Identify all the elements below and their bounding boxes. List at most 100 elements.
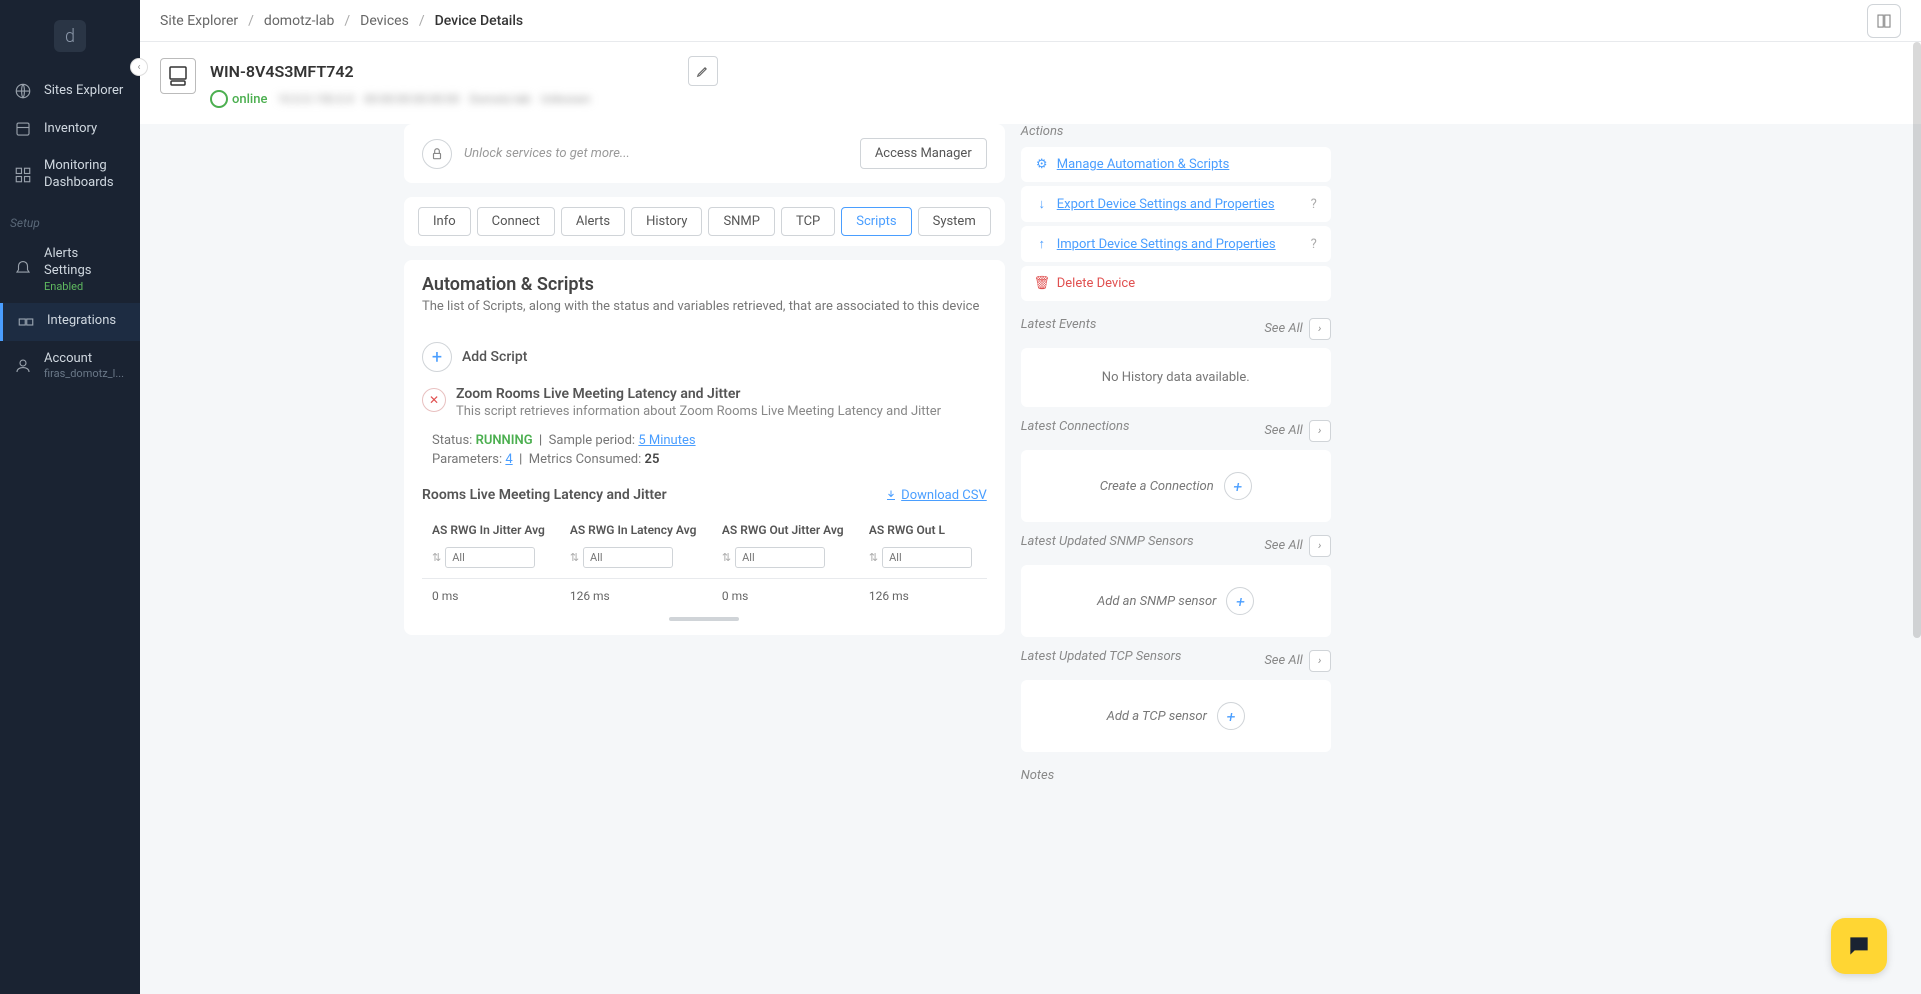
tcp-body[interactable]: Add a TCP sensor +: [1021, 680, 1331, 752]
device-name: WIN-8V4S3MFT742: [210, 62, 354, 81]
logo[interactable]: d: [54, 20, 86, 52]
sort-icon[interactable]: ⇅: [869, 551, 878, 564]
action-import-settings[interactable]: ↑ Import Device Settings and Properties …: [1021, 226, 1331, 262]
see-all-events[interactable]: See All ›: [1264, 318, 1330, 340]
breadcrumb-item[interactable]: Devices: [360, 13, 409, 29]
add-tcp-plus-icon[interactable]: +: [1217, 702, 1245, 730]
dashboard-icon: [14, 166, 32, 184]
status-badge: online: [210, 90, 267, 108]
bell-icon: [14, 260, 32, 278]
help-icon[interactable]: ?: [1311, 237, 1317, 252]
script-desc: This script retrieves information about …: [456, 404, 941, 419]
sidebar-label: Integrations: [47, 313, 116, 330]
tab-tcp[interactable]: TCP: [781, 207, 835, 236]
device-vendor: Unknown: [541, 92, 591, 106]
table-row: 0 ms 126 ms 0 ms 126 ms: [422, 579, 987, 614]
chevron-right-icon: ›: [1309, 318, 1331, 340]
left-column: Unlock services to get more... Access Ma…: [404, 124, 1005, 974]
setup-section-label: Setup: [0, 202, 140, 236]
create-connection-plus-icon[interactable]: +: [1224, 472, 1252, 500]
sidebar-item-monitoring[interactable]: Monitoring Dashboards: [0, 148, 140, 202]
horizontal-scrollbar[interactable]: [669, 617, 739, 621]
user-icon: [14, 357, 32, 375]
access-manager-button[interactable]: Access Manager: [860, 138, 987, 169]
edit-device-button[interactable]: [688, 56, 718, 86]
data-section-title: Rooms Live Meeting Latency and Jitter: [422, 487, 667, 503]
actions-section: Actions ⚙ Manage Automation & Scripts ↓ …: [1021, 124, 1331, 305]
breadcrumb-separator: /: [248, 13, 254, 29]
vertical-scrollbar[interactable]: [1913, 42, 1921, 638]
see-all-snmp[interactable]: See All ›: [1264, 535, 1330, 557]
sidebar-item-inventory[interactable]: Inventory: [0, 110, 140, 148]
action-delete-device[interactable]: 🗑 Delete Device: [1021, 266, 1331, 301]
table-cell: 0 ms: [712, 579, 859, 614]
add-script-plus-icon[interactable]: +: [422, 342, 452, 372]
events-body: No History data available.: [1021, 348, 1331, 407]
action-export-settings[interactable]: ↓ Export Device Settings and Properties …: [1021, 186, 1331, 222]
table-header[interactable]: AS RWG Out Jitter Avg: [712, 515, 859, 543]
connections-section: Latest Connections See All › Create a Co…: [1021, 419, 1331, 522]
see-all-tcp[interactable]: See All ›: [1264, 650, 1330, 672]
table-cell: 126 ms: [560, 579, 712, 614]
filter-input[interactable]: [882, 547, 972, 568]
breadcrumb-separator: /: [419, 13, 425, 29]
device-site: Domotz-lab: [469, 92, 530, 106]
section-desc: The list of Scripts, along with the stat…: [422, 299, 987, 314]
sample-period-link[interactable]: 5 Minutes: [638, 433, 695, 448]
add-script-row[interactable]: + Add Script: [422, 328, 987, 372]
main-content: Site Explorer / domotz-lab / Devices / D…: [140, 0, 1921, 994]
breadcrumb-item[interactable]: domotz-lab: [264, 13, 334, 29]
tab-scripts[interactable]: Scripts: [841, 207, 911, 236]
filter-input[interactable]: [735, 547, 825, 568]
script-card: ✕ Zoom Rooms Live Meeting Latency and Ji…: [422, 386, 987, 621]
add-script-label: Add Script: [462, 349, 527, 365]
see-all-connections[interactable]: See All ›: [1264, 420, 1330, 442]
gear-icon: ⚙: [1035, 157, 1049, 172]
table-header[interactable]: AS RWG Out L: [859, 515, 987, 543]
remove-script-button[interactable]: ✕: [422, 388, 446, 412]
sidebar-item-account[interactable]: Account firas_domotz_l...: [0, 341, 140, 391]
events-section: Latest Events See All › No History data …: [1021, 317, 1331, 407]
sidebar-label: Inventory: [44, 121, 97, 138]
download-csv-link[interactable]: Download CSV: [885, 488, 987, 503]
sidebar-item-sites-explorer[interactable]: Sites Explorer: [0, 72, 140, 110]
sort-icon[interactable]: ⇅: [432, 551, 441, 564]
table-cell: 0 ms: [422, 579, 560, 614]
filter-input[interactable]: [445, 547, 535, 568]
sort-icon[interactable]: ⇅: [722, 551, 731, 564]
inventory-icon: [14, 120, 32, 138]
filter-input[interactable]: [583, 547, 673, 568]
script-title: Zoom Rooms Live Meeting Latency and Jitt…: [456, 386, 941, 402]
content-area: Unlock services to get more... Access Ma…: [140, 124, 1921, 994]
connections-body[interactable]: Create a Connection +: [1021, 450, 1331, 522]
tab-history[interactable]: History: [631, 207, 702, 236]
tab-alerts[interactable]: Alerts: [561, 207, 625, 236]
help-icon[interactable]: ?: [1311, 197, 1317, 212]
sidebar-item-alerts-settings[interactable]: Alerts Settings Enabled: [0, 236, 140, 303]
chevron-right-icon: ›: [1309, 420, 1331, 442]
chevron-right-icon: ›: [1309, 650, 1331, 672]
breadcrumb-item[interactable]: Site Explorer: [160, 13, 238, 29]
tab-snmp[interactable]: SNMP: [708, 207, 775, 236]
table-header[interactable]: AS RWG In Latency Avg: [560, 515, 712, 543]
chevron-right-icon: ›: [1309, 535, 1331, 557]
add-snmp-plus-icon[interactable]: +: [1226, 587, 1254, 615]
download-icon: ↓: [1035, 196, 1049, 212]
download-icon: [885, 489, 897, 501]
chat-fab-button[interactable]: [1831, 918, 1887, 974]
sidebar-sublabel: firas_domotz_l...: [44, 367, 124, 380]
tab-connect[interactable]: Connect: [477, 207, 555, 236]
sort-icon[interactable]: ⇅: [570, 551, 579, 564]
action-manage-automation[interactable]: ⚙ Manage Automation & Scripts: [1021, 147, 1331, 182]
sidebar-label: Alerts Settings: [44, 246, 126, 280]
tab-system[interactable]: System: [918, 207, 991, 236]
parameters-link[interactable]: 4: [505, 452, 512, 467]
docs-button[interactable]: [1867, 4, 1901, 38]
metrics-value: 25: [645, 452, 660, 467]
snmp-body[interactable]: Add an SNMP sensor +: [1021, 565, 1331, 637]
device-type-icon: [160, 58, 196, 94]
table-header[interactable]: AS RWG In Jitter Avg: [422, 515, 560, 543]
collapse-sidebar-button[interactable]: ‹: [130, 58, 148, 76]
tab-info[interactable]: Info: [418, 207, 471, 236]
sidebar-item-integrations[interactable]: Integrations: [0, 303, 140, 341]
